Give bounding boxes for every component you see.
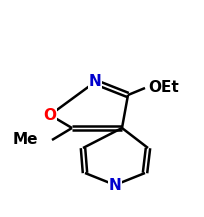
- Text: OEt: OEt: [147, 81, 178, 95]
- Text: Me: Me: [12, 133, 38, 148]
- Text: N: N: [108, 178, 121, 192]
- Text: O: O: [43, 107, 56, 123]
- Text: N: N: [88, 74, 101, 89]
